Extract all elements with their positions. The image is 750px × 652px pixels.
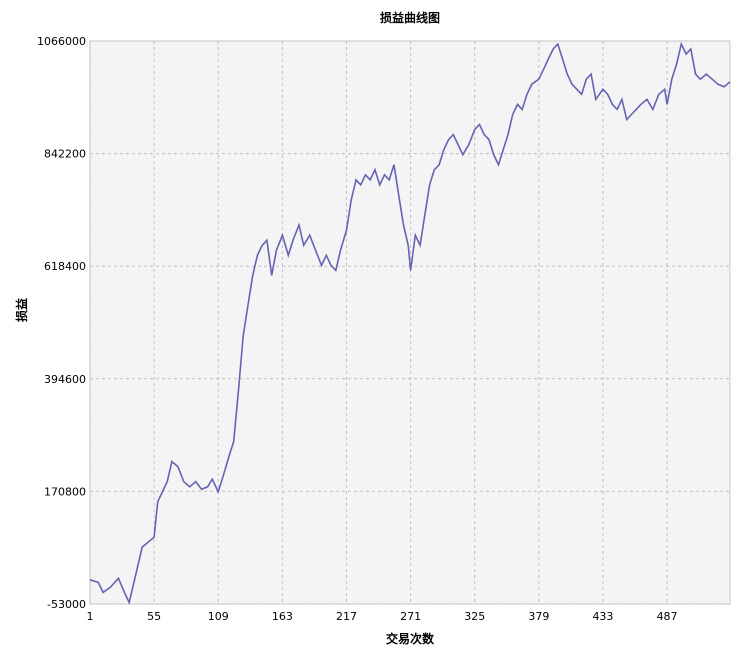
y-tick-label: 618400: [44, 260, 86, 273]
x-tick-label: 163: [272, 610, 293, 623]
x-tick-label: 325: [464, 610, 485, 623]
x-axis-ticks: 1 55 109 163 217 271 325 379 433 487: [87, 610, 678, 623]
x-tick-label: 217: [336, 610, 357, 623]
y-tick-label: 394600: [44, 373, 86, 386]
x-tick-label: 55: [147, 610, 161, 623]
x-tick-label: 433: [592, 610, 613, 623]
x-tick-label: 379: [528, 610, 549, 623]
y-tick-label: 1066000: [37, 35, 86, 48]
x-tick-label: 1: [87, 610, 94, 623]
y-tick-label: 842200: [44, 148, 86, 161]
x-tick-label: 109: [208, 610, 229, 623]
x-tick-label: 487: [657, 610, 678, 623]
y-tick-label: -53000: [47, 598, 86, 611]
chart-title: 损益曲线图: [380, 10, 440, 25]
y-axis-ticks: -53000 170800 394600 618400 842200 1066000: [37, 35, 86, 611]
x-tick-label: 271: [400, 610, 421, 623]
plot-area: [89, 40, 731, 605]
x-axis-label: 交易次数: [386, 631, 435, 646]
pnl-series-line: [89, 41, 731, 605]
y-tick-label: 170800: [44, 485, 86, 498]
y-axis-label: 损益: [14, 298, 29, 322]
